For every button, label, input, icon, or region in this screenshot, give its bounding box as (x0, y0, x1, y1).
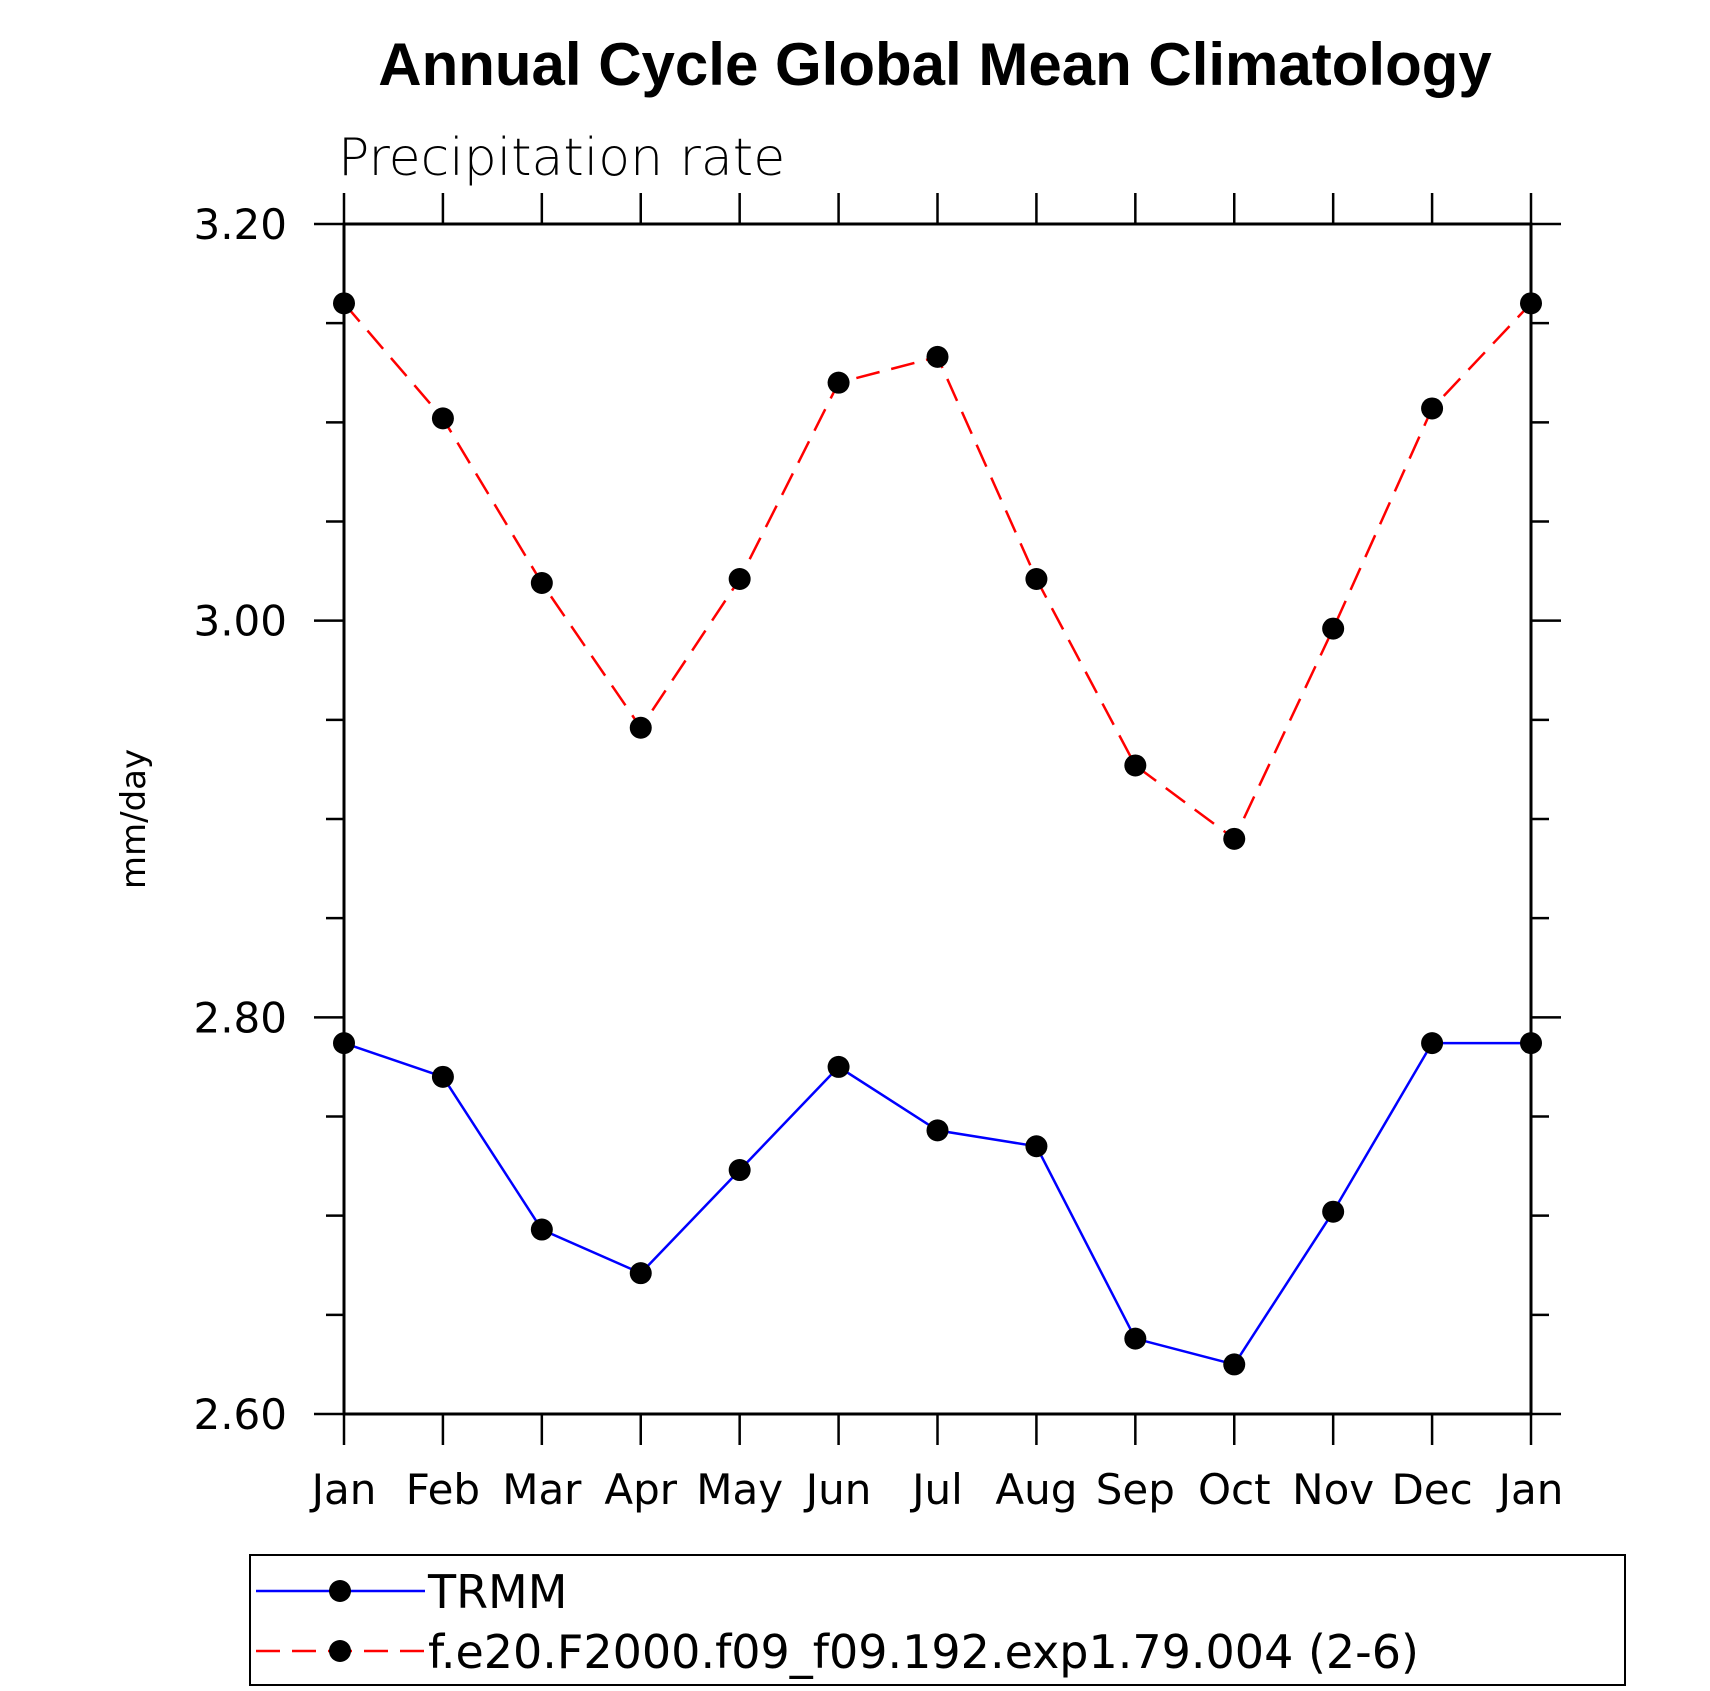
x-tick-label: Jan (309, 1465, 377, 1514)
legend-label: f.e20.F2000.f09_f09.192.exp1.79.004 (2-6… (428, 1625, 1419, 1679)
y-tick-label: 2.80 (193, 993, 287, 1042)
plot-frame (342, 222, 1533, 1416)
data-point (333, 292, 355, 315)
x-tick-label: Nov (1292, 1465, 1374, 1514)
x-axis-ticks: Jan Feb Mar Apr May Jun Jul Aug Sep Oct Nov Dec Jan (309, 193, 1564, 1514)
chart-title: Annual Cycle Global Mean Climatology (378, 31, 1492, 98)
series-line (343, 302, 1532, 841)
data-point (431, 1065, 454, 1088)
data-point (530, 1218, 553, 1241)
data-point (1025, 568, 1048, 591)
data-point (1124, 754, 1147, 777)
data-point (431, 407, 454, 430)
data-point (1223, 1353, 1246, 1376)
data-point (1322, 1200, 1345, 1223)
x-tick-label: Jan (1496, 1465, 1564, 1514)
legend-item: TRMM (256, 1565, 567, 1619)
x-tick-label: May (696, 1465, 783, 1514)
x-tick-label: Aug (995, 1465, 1077, 1514)
chart-subtitle: Precipitation rate (338, 128, 785, 188)
y-tick-label: 3.00 (193, 597, 287, 646)
legend-items: TRMM f.e20.F2000.f09_f09.192.exp1.79.004 … (256, 1565, 1419, 1679)
data-point (629, 1262, 652, 1285)
legend-item: f.e20.F2000.f09_f09.192.exp1.79.004 (2-6… (256, 1625, 1419, 1679)
data-point (333, 1032, 355, 1055)
y-axis-label: mm/day (114, 749, 154, 889)
data-point (1223, 827, 1246, 850)
x-tick-label: Jun (803, 1465, 872, 1514)
data-point (1025, 1135, 1048, 1158)
data-point (827, 1055, 850, 1078)
data-point (926, 345, 949, 368)
y-tick-label: 2.60 (193, 1390, 287, 1439)
y-axis-ticks: 2.60 2.80 3.00 3.20 (193, 200, 1561, 1439)
data-point (1124, 1327, 1147, 1350)
y-tick-label: 3.20 (193, 200, 287, 249)
data-point (1520, 292, 1542, 315)
data-point (926, 1119, 949, 1142)
x-tick-label: Apr (604, 1465, 677, 1514)
x-tick-label: Jul (909, 1465, 963, 1514)
data-point (1421, 1032, 1444, 1055)
legend-marker (329, 1640, 351, 1662)
series-layer (333, 292, 1542, 1376)
series-2 (333, 292, 1542, 850)
data-point (827, 371, 850, 394)
data-point (1421, 397, 1444, 420)
x-tick-label: Oct (1198, 1465, 1271, 1514)
data-point (1520, 1032, 1542, 1055)
data-point (629, 716, 652, 739)
x-tick-label: Mar (502, 1465, 582, 1514)
x-tick-label: Sep (1096, 1465, 1175, 1514)
legend-label: TRMM (427, 1565, 567, 1619)
data-point (530, 571, 553, 594)
series-1 (333, 1032, 1542, 1376)
series-line (343, 1041, 1531, 1366)
legend (249, 1554, 1626, 1686)
legend-marker (329, 1580, 351, 1602)
data-point (1322, 617, 1345, 640)
x-tick-label: Dec (1391, 1465, 1472, 1514)
data-point (728, 1159, 751, 1182)
data-point (728, 568, 751, 591)
x-tick-label: Feb (406, 1465, 480, 1514)
